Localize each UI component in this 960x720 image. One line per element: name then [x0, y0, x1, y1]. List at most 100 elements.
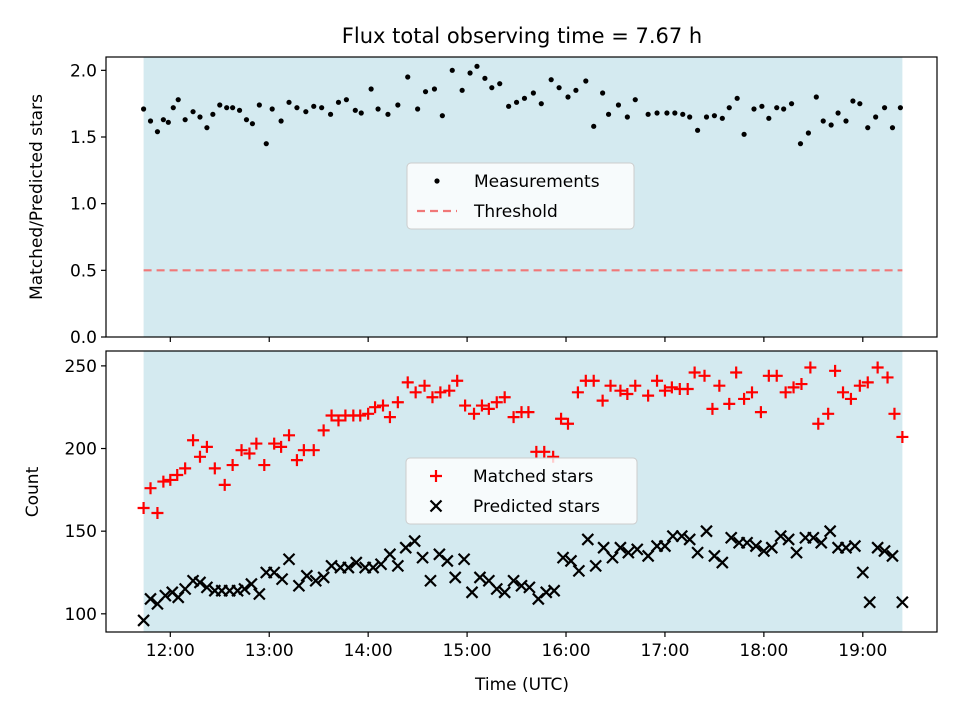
measurement-point	[664, 110, 670, 116]
measurement-point	[672, 110, 678, 116]
predicted-star-point	[282, 552, 296, 566]
measurement-point	[781, 106, 787, 112]
matched-star-point	[642, 389, 655, 402]
legend-label: Measurements	[474, 172, 600, 192]
legend-marker	[429, 499, 443, 513]
measurement-point	[850, 98, 856, 104]
measurement-point	[368, 86, 374, 92]
matched-star-point	[451, 374, 464, 387]
matched-star-point	[804, 361, 817, 374]
measurement-point	[591, 123, 597, 129]
predicted-star-point	[200, 581, 214, 594]
matched-star-point	[208, 462, 221, 475]
predicted-star-point	[823, 524, 837, 538]
legend-marker	[434, 178, 440, 184]
predicted-star-point	[765, 541, 779, 554]
predicted-star-point	[507, 574, 520, 588]
measurement-point	[556, 85, 562, 91]
matched-star-point	[187, 434, 200, 447]
matched-star-point	[490, 396, 503, 409]
measurement-point	[605, 111, 612, 117]
predicted-star-point	[700, 524, 713, 538]
measurement-point	[835, 110, 841, 116]
predicted-star-point	[238, 582, 251, 596]
matched-star-point	[730, 366, 743, 379]
predicted-star-point	[716, 556, 729, 569]
predicted-star-point	[350, 556, 363, 569]
predicted-star-point	[300, 569, 314, 583]
measurement-point	[147, 118, 154, 124]
measurement-point	[415, 106, 421, 112]
predicted-star-point	[193, 576, 207, 589]
x-tick-label: 13:00	[245, 641, 294, 661]
measurement-point	[797, 141, 804, 147]
matched-star-point	[377, 399, 389, 412]
predicted-star-point	[523, 581, 536, 594]
measurement-point	[343, 97, 349, 103]
measurement-point	[865, 125, 871, 131]
measurement-point	[286, 99, 292, 105]
predicted-star-point	[589, 559, 602, 573]
measurement-point	[439, 113, 445, 119]
predicted-star-point	[498, 586, 511, 599]
legend-marker	[430, 470, 442, 482]
predicted-star-point	[740, 536, 754, 550]
measurement-point	[467, 70, 473, 76]
predicted-star-point	[366, 561, 380, 574]
measurement-point	[165, 119, 171, 125]
measurement-point	[482, 75, 488, 81]
measurement-point	[190, 109, 196, 115]
measurement-point	[358, 110, 364, 116]
x-tick-label: 19:00	[838, 641, 887, 661]
matched-star-point	[688, 366, 701, 379]
predicted-star-point	[691, 546, 704, 559]
predicted-star-point	[374, 557, 388, 571]
matched-star-point	[171, 468, 184, 481]
predicted-star-point	[724, 531, 738, 545]
measurement-point	[703, 114, 710, 120]
predicted-star-point	[848, 539, 862, 553]
matched-star-point	[354, 409, 367, 422]
measurement-point	[751, 106, 757, 112]
matched-star-point	[317, 424, 330, 437]
measurement-point	[687, 114, 693, 120]
plot-frame	[105, 350, 938, 633]
measurement-point	[565, 94, 571, 100]
matched-star-point	[391, 396, 404, 409]
measurement-point	[538, 101, 544, 107]
matched-star-point	[681, 383, 694, 396]
matched-star-point	[418, 379, 431, 392]
matched-star-point	[561, 417, 574, 430]
measurement-point	[236, 107, 243, 113]
matched-star-point	[383, 411, 396, 424]
matched-star-point	[713, 379, 726, 392]
predicted-star-point	[814, 536, 828, 550]
matched-star-point	[283, 429, 296, 442]
matched-star-point	[250, 437, 263, 450]
y-tick-label: 250	[65, 357, 97, 377]
measurement-point	[843, 118, 849, 124]
predicted-star-point	[878, 544, 891, 558]
matched-star-point	[401, 376, 414, 389]
predicted-star-point	[383, 548, 397, 561]
measurement-point	[140, 106, 147, 112]
x-tick-label: 17:00	[640, 641, 689, 661]
measurement-point	[224, 105, 230, 111]
measurement-point	[805, 130, 811, 136]
measurement-point	[600, 90, 606, 96]
matched-star-point	[164, 473, 177, 486]
measurement-point	[881, 105, 888, 111]
matched-star-point	[871, 361, 884, 374]
predicted-star-point	[856, 566, 870, 579]
measurement-point	[654, 110, 660, 116]
matched-star-point	[332, 414, 345, 427]
measurement-point	[873, 114, 879, 120]
matched-star-point	[144, 482, 157, 495]
legend-box	[405, 457, 638, 525]
matched-star-point	[881, 371, 894, 384]
measurement-point	[774, 105, 780, 111]
measurement-point	[385, 111, 391, 117]
legend-label: Predicted stars	[473, 497, 600, 517]
predicted-star-point	[782, 533, 795, 546]
